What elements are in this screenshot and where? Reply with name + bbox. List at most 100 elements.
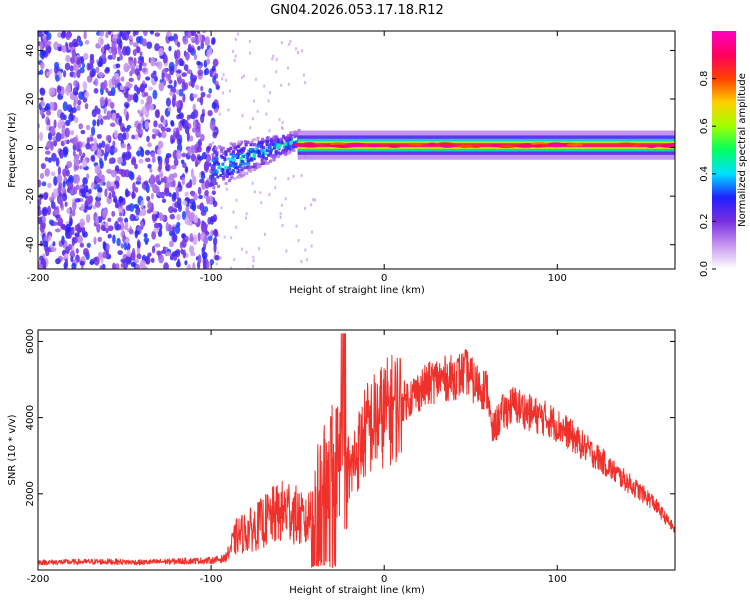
- snr-x-label: Height of straight line (km): [289, 585, 425, 596]
- noise-speckle: [275, 58, 278, 62]
- signal-cell: [260, 143, 264, 147]
- noise-cell: [141, 67, 147, 73]
- signal-cell: [215, 160, 219, 164]
- noise-speckle: [301, 49, 304, 53]
- noise-speckle: [272, 54, 275, 58]
- noise-speckle: [295, 224, 298, 228]
- noise-cell: [190, 191, 195, 197]
- noise-cell: [102, 209, 108, 219]
- signal-cell: [242, 173, 246, 177]
- noise-cell: [71, 209, 76, 217]
- noise-cell: [175, 49, 181, 59]
- noise-cell: [195, 128, 201, 138]
- noise-cell: [64, 201, 68, 207]
- signal-cell: [223, 174, 227, 178]
- noise-cell: [181, 239, 187, 248]
- noise-cell: [144, 120, 150, 130]
- signal-cell: [240, 140, 244, 144]
- noise-cell: [38, 216, 43, 225]
- signal-cell: [295, 131, 299, 135]
- noise-cell: [132, 49, 137, 57]
- noise-cell: [152, 89, 158, 100]
- signal-cell: [284, 153, 288, 157]
- signal-cell: [236, 145, 240, 149]
- noise-cell: [89, 53, 95, 60]
- noise-cell: [165, 164, 171, 172]
- signal-hotspot: [408, 142, 422, 147]
- noise-cell: [212, 214, 218, 223]
- signal-cell: [215, 170, 219, 174]
- noise-cell: [79, 124, 83, 129]
- signal-cell: [265, 147, 269, 151]
- noise-cell: [204, 36, 211, 47]
- noise-speckle: [253, 99, 256, 103]
- noise-cell: [45, 103, 51, 112]
- signal-cell: [265, 143, 269, 147]
- noise-cell: [134, 187, 139, 193]
- noise-speckle: [287, 66, 290, 70]
- signal-cell: [266, 153, 270, 157]
- noise-cell: [46, 71, 51, 78]
- signal-cell: [245, 140, 249, 144]
- colorbar-tick-label: 0.8: [699, 71, 710, 87]
- snr-frame: [37, 329, 676, 571]
- noise-cell: [40, 162, 46, 170]
- signal-cell: [256, 138, 260, 142]
- noise-cell: [105, 228, 109, 234]
- noise-cell: [119, 53, 123, 61]
- noise-cell: [65, 32, 71, 40]
- noise-cell: [172, 130, 177, 141]
- signal-cell: [211, 170, 215, 174]
- noise-cell: [200, 222, 207, 233]
- noise-cell: [181, 118, 185, 127]
- signal-cell: [277, 146, 281, 150]
- signal-cell: [229, 160, 233, 164]
- noise-speckle: [268, 129, 271, 133]
- noise-cell: [214, 231, 219, 237]
- signal-cell: [211, 175, 215, 179]
- noise-cell: [168, 206, 174, 214]
- noise-cell: [94, 77, 99, 87]
- noise-cell: [183, 119, 189, 128]
- noise-cell: [85, 197, 92, 205]
- noise-speckle: [234, 54, 237, 58]
- noise-cell: [125, 127, 130, 132]
- signal-cell: [260, 145, 264, 149]
- noise-cell: [121, 142, 127, 149]
- noise-cell: [149, 177, 155, 188]
- noise-cell: [91, 154, 96, 163]
- noise-cell: [73, 64, 79, 72]
- noise-cell: [211, 38, 216, 46]
- noise-cell: [143, 237, 150, 243]
- x-tick-label: 100: [548, 273, 567, 284]
- noise-cell: [156, 148, 162, 156]
- noise-speckle: [312, 198, 315, 202]
- signal-cell: [257, 140, 261, 144]
- noise-cell: [105, 31, 109, 39]
- signal-cell: [260, 158, 264, 162]
- signal-cell: [230, 163, 234, 167]
- noise-cell: [158, 132, 162, 138]
- noise-speckle: [218, 112, 221, 116]
- noise-speckle: [281, 224, 284, 228]
- noise-cell: [170, 119, 175, 126]
- noise-cell: [190, 153, 197, 162]
- signal-cell: [225, 174, 229, 178]
- noise-cell: [141, 106, 147, 115]
- signal-cell: [227, 172, 231, 176]
- noise-cell: [159, 82, 163, 88]
- noise-cell: [108, 157, 113, 165]
- noise-cell: [76, 142, 81, 151]
- signal-cell: [271, 138, 275, 142]
- noise-cell: [59, 199, 63, 209]
- noise-cell: [176, 214, 181, 221]
- signal-cell: [227, 179, 231, 183]
- noise-cell: [135, 180, 142, 185]
- signal-cell: [244, 162, 248, 166]
- noise-cell: [103, 79, 108, 89]
- noise-cell: [76, 35, 82, 43]
- x-tick-label: 0: [381, 574, 387, 585]
- signal-cell: [231, 168, 235, 172]
- noise-cell: [166, 251, 171, 257]
- noise-cell: [89, 57, 95, 65]
